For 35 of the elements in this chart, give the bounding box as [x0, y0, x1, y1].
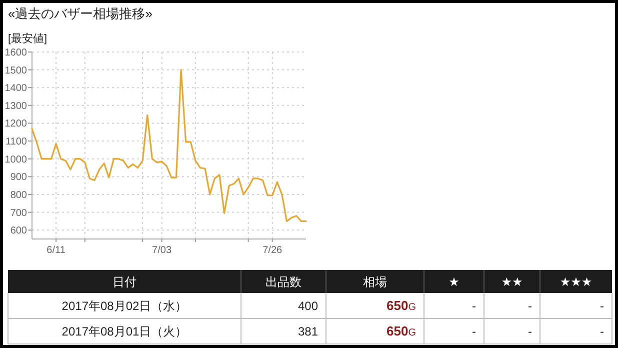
text: 650G [386, 298, 416, 313]
text: - [472, 324, 476, 338]
y-tick-label: 700 [10, 208, 28, 219]
category-label: 日付 [112, 275, 136, 289]
text: - [528, 299, 532, 313]
y-tick-label: 1500 [4, 65, 28, 76]
x-tick-label: 6/11 [46, 245, 66, 256]
y-tick-label: 1100 [5, 136, 28, 148]
x-tick-label: 7/26 [262, 245, 283, 256]
text: - [600, 299, 604, 313]
category-label: ★★ [501, 275, 523, 289]
category-label: ★ [448, 275, 460, 289]
y-tick-label: 1200 [4, 118, 28, 130]
y-tick-label: 1300 [4, 100, 28, 112]
text: - [528, 324, 532, 338]
line-series [31, 69, 307, 222]
text: - [600, 324, 604, 338]
text: 381 [298, 324, 318, 338]
text: 2017年08月02日（水） [62, 299, 188, 313]
text: 400 [298, 299, 318, 313]
category-label: 相場 [363, 275, 387, 289]
category-label: ★★★ [560, 275, 592, 289]
text: 650G [386, 324, 416, 338]
category-label: 出品数 [266, 275, 302, 289]
y-tick-label: 1000 [4, 154, 28, 166]
y-tick-label: 1600 [4, 48, 28, 58]
text: - [472, 299, 476, 313]
y-tick-label: 600 [10, 226, 28, 237]
text: 2017年08月01日（火） [62, 324, 188, 338]
y-axis-title: [最安値] [8, 32, 48, 45]
chart-title: «過去のバザー相場推移» [8, 6, 152, 21]
x-tick-label: 7/03 [152, 245, 172, 256]
y-tick-label: 800 [10, 190, 28, 201]
y-tick-label: 900 [10, 172, 28, 184]
y-tick-label: 1400 [4, 83, 28, 94]
